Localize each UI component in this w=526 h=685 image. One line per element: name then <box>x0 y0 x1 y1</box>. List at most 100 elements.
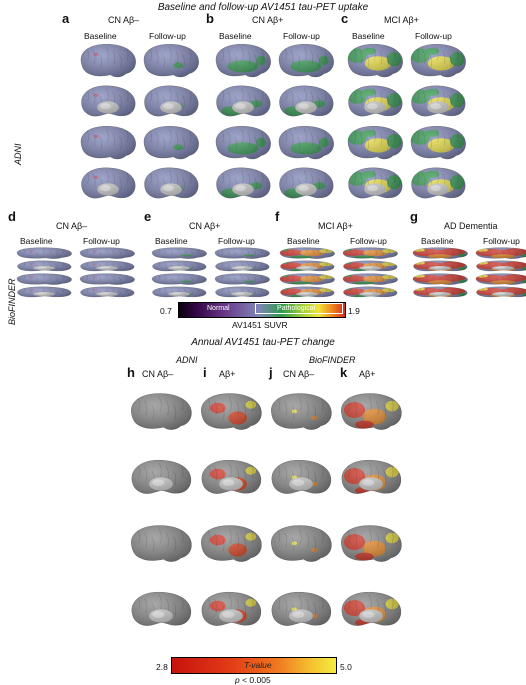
col-label-b-baseline: Baseline <box>219 31 252 41</box>
brain-a-1-3 <box>144 167 199 199</box>
brain-c-0-2 <box>347 126 403 160</box>
group-title-k: Aβ+ <box>359 369 376 379</box>
brain-d-1-1 <box>80 260 135 272</box>
brain-c-1-3 <box>411 167 466 199</box>
suvr-pathological-label: Pathological <box>277 305 316 312</box>
panel-letter-b: b <box>206 11 214 26</box>
brain-d-0-1 <box>17 260 72 272</box>
brain-f-1-0 <box>342 247 398 259</box>
panel-letter-a: a <box>62 11 70 26</box>
brain-a-0-3 <box>81 167 136 199</box>
group-title-j: CN Aβ– <box>283 369 315 379</box>
tvalue-colorbar <box>171 657 337 674</box>
brain-e-1-0 <box>214 247 270 259</box>
group-title-b: CN Aβ+ <box>252 15 284 25</box>
brain-k-1 <box>341 459 402 494</box>
brain-c-0-3 <box>348 167 403 199</box>
brain-g-0-0 <box>412 247 468 259</box>
brain-j-0 <box>271 393 332 430</box>
brain-g-0-1 <box>413 260 468 272</box>
col-label-a-baseline: Baseline <box>84 31 117 41</box>
group-title-i: Aβ+ <box>219 369 236 379</box>
brain-c-0-1 <box>348 85 403 117</box>
col-label-e-followup: Follow-up <box>218 236 255 246</box>
brain-f-1-2 <box>342 273 398 285</box>
panel-letter-h: h <box>127 365 135 380</box>
change-cohort-biofinder: BioFINDER <box>309 355 356 365</box>
panel-letter-f: f <box>275 209 280 224</box>
brain-e-0-2 <box>151 273 207 285</box>
col-label-f-followup: Follow-up <box>350 236 387 246</box>
brain-e-1-2 <box>214 273 270 285</box>
brain-i-3 <box>201 591 262 626</box>
brain-c-1-1 <box>411 85 466 117</box>
col-label-b-followup: Follow-up <box>283 31 320 41</box>
brain-d-1-3 <box>80 286 135 298</box>
brain-f-0-2 <box>279 273 335 285</box>
group-title-c: MCI Aβ+ <box>384 15 419 25</box>
brain-c-0-0 <box>347 44 403 78</box>
brain-j-2 <box>271 525 332 562</box>
brain-k-0 <box>341 393 402 430</box>
brain-d-0-3 <box>17 286 72 298</box>
brain-i-1 <box>201 459 262 494</box>
brain-b-1-3 <box>279 167 334 199</box>
brain-d-0-0 <box>16 247 72 259</box>
brain-g-1-1 <box>476 260 526 272</box>
group-title-e: CN Aβ+ <box>189 221 221 231</box>
brain-d-1-2 <box>79 273 135 285</box>
group-title-d: CN Aβ– <box>56 221 88 231</box>
suvr-colorbar-max: 1.9 <box>348 306 360 316</box>
brain-d-0-2 <box>16 273 72 285</box>
brain-a-1-0 <box>143 44 199 78</box>
group-title-f: MCI Aβ+ <box>318 221 353 231</box>
brain-c-1-0 <box>410 44 466 78</box>
panel-letter-e: e <box>144 209 152 224</box>
group-title-g: AD Dementia <box>444 221 498 231</box>
brain-e-0-3 <box>152 286 207 298</box>
brain-d-1-0 <box>79 247 135 259</box>
panel-letter-j: j <box>269 365 273 380</box>
brain-b-0-2 <box>215 126 271 160</box>
brain-e-1-1 <box>215 260 270 272</box>
brain-h-0 <box>131 393 192 430</box>
suvr-colorbar-label: AV1451 SUVR <box>232 320 288 330</box>
col-label-g-baseline: Baseline <box>421 236 454 246</box>
brain-b-1-1 <box>279 85 334 117</box>
figure-title-change: Annual AV1451 tau-PET change <box>191 337 335 348</box>
tvalue-colorbar-max: 5.0 <box>340 662 352 672</box>
panel-letter-d: d <box>8 209 16 224</box>
brain-a-1-1 <box>144 85 199 117</box>
brain-h-3 <box>131 591 192 626</box>
brain-a-0-2 <box>80 126 136 160</box>
col-label-d-baseline: Baseline <box>20 236 53 246</box>
brain-g-1-3 <box>476 286 526 298</box>
brain-g-0-3 <box>413 286 468 298</box>
change-cohort-adni: ADNI <box>176 355 198 365</box>
brain-e-0-0 <box>151 247 207 259</box>
brain-g-1-0 <box>475 247 526 259</box>
brain-g-1-2 <box>475 273 526 285</box>
brain-h-2 <box>131 525 192 562</box>
brain-b-0-3 <box>216 167 271 199</box>
brain-a-0-0 <box>80 44 136 78</box>
brain-f-1-1 <box>343 260 398 272</box>
group-title-a: CN Aβ– <box>108 15 140 25</box>
brain-f-0-3 <box>280 286 335 298</box>
cohort-label-adni: ADNI <box>13 143 23 165</box>
brain-f-1-3 <box>343 286 398 298</box>
figure-title-baseline: Baseline and follow-up AV1451 tau-PET up… <box>157 2 369 13</box>
panel-letter-i: i <box>203 365 207 380</box>
brain-k-2 <box>341 525 402 562</box>
brain-j-1 <box>271 459 332 494</box>
brain-j-3 <box>271 591 332 626</box>
col-label-e-baseline: Baseline <box>155 236 188 246</box>
group-title-h: CN Aβ– <box>142 369 174 379</box>
brain-b-1-2 <box>278 126 334 160</box>
panel-letter-k: k <box>340 365 348 380</box>
brain-a-0-1 <box>81 85 136 117</box>
brain-c-1-2 <box>410 126 466 160</box>
brain-i-2 <box>201 525 262 562</box>
brain-g-0-2 <box>412 273 468 285</box>
panel-letter-c: c <box>341 11 349 26</box>
